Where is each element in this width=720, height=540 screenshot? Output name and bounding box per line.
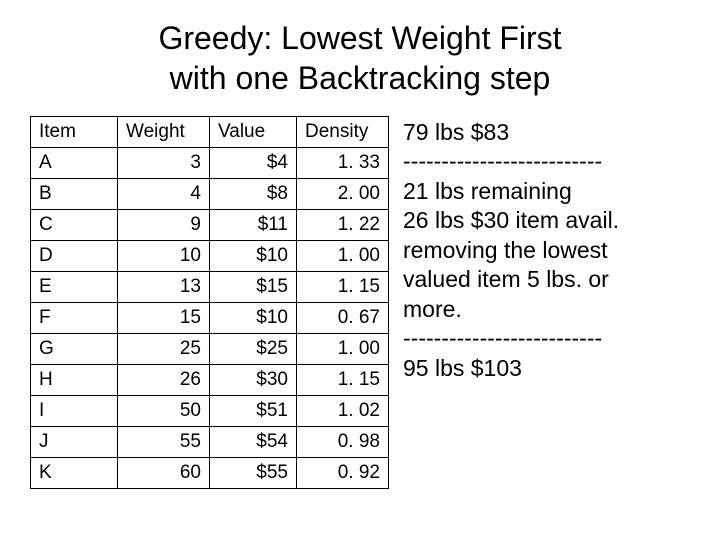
cell-density: 2. 00 — [297, 179, 389, 210]
cell-value: $10 — [210, 303, 297, 334]
note-remaining: 21 lbs remaining — [403, 177, 619, 206]
cell-weight: 26 — [118, 365, 210, 396]
cell-value: $11 — [210, 210, 297, 241]
notes-panel: 79 lbs $83 -------------------------- 21… — [403, 116, 619, 383]
note-remove-1: removing the lowest — [403, 236, 619, 265]
table-row: F15$100. 67 — [31, 303, 389, 334]
cell-item: B — [31, 179, 118, 210]
cell-item: I — [31, 396, 118, 427]
cell-weight: 13 — [118, 272, 210, 303]
cell-weight: 15 — [118, 303, 210, 334]
cell-density: 1. 33 — [297, 148, 389, 179]
divider-1: -------------------------- — [403, 147, 619, 176]
note-avail: 26 lbs $30 item avail. — [403, 206, 619, 235]
cell-density: 1. 22 — [297, 210, 389, 241]
cell-weight: 25 — [118, 334, 210, 365]
cell-density: 1. 00 — [297, 334, 389, 365]
cell-value: $4 — [210, 148, 297, 179]
col-value: Value — [210, 117, 297, 148]
cell-density: 0. 98 — [297, 427, 389, 458]
divider-2: -------------------------- — [403, 324, 619, 353]
table-container: Item Weight Value Density A3$41. 33B4$82… — [30, 116, 389, 489]
cell-item: E — [31, 272, 118, 303]
title-line-2: with one Backtracking step — [170, 60, 551, 96]
col-density: Density — [297, 117, 389, 148]
cell-weight: 50 — [118, 396, 210, 427]
cell-value: $54 — [210, 427, 297, 458]
cell-item: D — [31, 241, 118, 272]
result-final: 95 lbs $103 — [403, 354, 619, 383]
cell-item: J — [31, 427, 118, 458]
cell-weight: 9 — [118, 210, 210, 241]
cell-weight: 60 — [118, 458, 210, 489]
cell-weight: 4 — [118, 179, 210, 210]
cell-value: $25 — [210, 334, 297, 365]
cell-density: 1. 02 — [297, 396, 389, 427]
cell-item: F — [31, 303, 118, 334]
cell-weight: 10 — [118, 241, 210, 272]
result-first: 79 lbs $83 — [403, 118, 619, 147]
cell-density: 0. 92 — [297, 458, 389, 489]
col-weight: Weight — [118, 117, 210, 148]
cell-density: 1. 15 — [297, 365, 389, 396]
table-row: K60$550. 92 — [31, 458, 389, 489]
cell-weight: 55 — [118, 427, 210, 458]
table-row: C9$111. 22 — [31, 210, 389, 241]
title-line-1: Greedy: Lowest Weight First — [158, 20, 561, 56]
cell-value: $10 — [210, 241, 297, 272]
cell-value: $15 — [210, 272, 297, 303]
table-header-row: Item Weight Value Density — [31, 117, 389, 148]
cell-value: $55 — [210, 458, 297, 489]
table-row: D10$101. 00 — [31, 241, 389, 272]
cell-weight: 3 — [118, 148, 210, 179]
items-table: Item Weight Value Density A3$41. 33B4$82… — [30, 116, 389, 489]
table-row: E13$151. 15 — [31, 272, 389, 303]
cell-value: $8 — [210, 179, 297, 210]
col-item: Item — [31, 117, 118, 148]
slide: Greedy: Lowest Weight First with one Bac… — [0, 0, 720, 540]
cell-density: 1. 00 — [297, 241, 389, 272]
cell-item: A — [31, 148, 118, 179]
cell-item: C — [31, 210, 118, 241]
cell-density: 0. 67 — [297, 303, 389, 334]
slide-title: Greedy: Lowest Weight First with one Bac… — [30, 18, 690, 98]
note-remove-3: more. — [403, 295, 619, 324]
cell-value: $51 — [210, 396, 297, 427]
table-row: B4$82. 00 — [31, 179, 389, 210]
cell-item: K — [31, 458, 118, 489]
cell-value: $30 — [210, 365, 297, 396]
table-row: J55$540. 98 — [31, 427, 389, 458]
cell-item: H — [31, 365, 118, 396]
table-row: I50$511. 02 — [31, 396, 389, 427]
content-area: Item Weight Value Density A3$41. 33B4$82… — [30, 116, 690, 489]
cell-density: 1. 15 — [297, 272, 389, 303]
table-row: A3$41. 33 — [31, 148, 389, 179]
table-row: G25$251. 00 — [31, 334, 389, 365]
cell-item: G — [31, 334, 118, 365]
note-remove-2: valued item 5 lbs. or — [403, 265, 619, 294]
table-row: H26$301. 15 — [31, 365, 389, 396]
